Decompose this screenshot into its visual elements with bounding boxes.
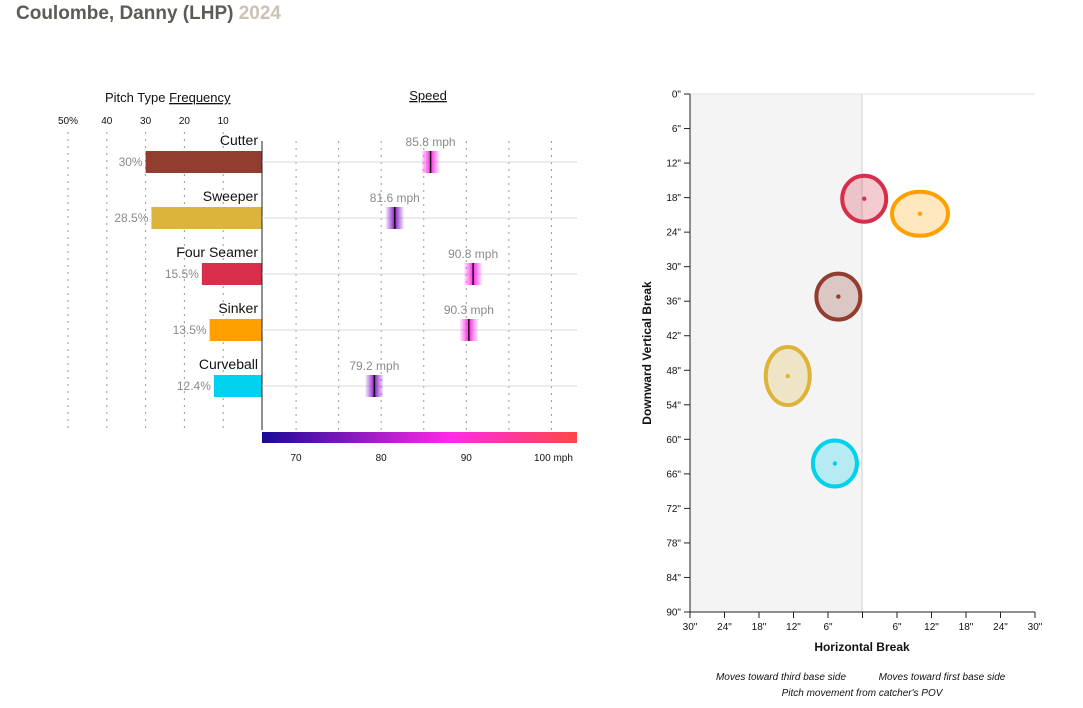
frequency-axis-tick-label: 30 (140, 116, 152, 127)
speed-color-scale (262, 432, 577, 443)
y-axis-tick-label: 90" (666, 608, 681, 619)
speed-scale-tick-label: 70 (290, 453, 302, 464)
y-axis-tick-label: 42" (666, 331, 681, 342)
frequency-axis-tick-label: 50% (58, 116, 78, 127)
movement-pitch-center (917, 211, 923, 216)
frequency-bar[interactable] (151, 207, 262, 229)
pitch-type-label: Sweeper (203, 188, 259, 204)
frequency-title: Pitch Type Frequency (105, 90, 231, 105)
season-year: 2024 (238, 3, 282, 24)
y-axis-tick-label: 72" (666, 504, 681, 515)
pov-caption: Pitch movement from catcher's POV (782, 688, 944, 699)
x-axis-tick-label: 12" (786, 622, 801, 633)
frequency-link[interactable]: Frequency (169, 90, 231, 105)
page-title: Coulombe, Danny (LHP) 2024 (16, 3, 281, 25)
y-axis-tick-label: 12" (666, 159, 681, 170)
frequency-axis-tick-label: 20 (179, 116, 191, 127)
speed-value-label: 90.3 mph (444, 303, 494, 317)
y-axis-tick-label: 0" (672, 90, 682, 101)
y-axis-tick-label: 24" (666, 228, 681, 239)
y-axis-tick-label: 6" (672, 124, 682, 135)
y-axis-tick-label: 30" (666, 262, 681, 273)
speed-scale-tick-label: 90 (461, 453, 473, 464)
frequency-value-label: 15.5% (165, 267, 199, 281)
speed-value-label: 81.6 mph (370, 191, 420, 205)
y-axis-title: Downward Vertical Break (640, 281, 654, 425)
y-axis-tick-label: 66" (666, 469, 681, 480)
y-axis-tick-label: 36" (666, 297, 681, 308)
x-axis-tick-label: 30" (1028, 622, 1043, 633)
movement-pitch-center (785, 373, 790, 379)
x-axis-tick-label: 30" (683, 622, 698, 633)
x-axis-tick-label: 6" (892, 622, 902, 633)
frequency-chart: Pitch Type Frequency 50% 40 30 20 10 Cutter 3… (58, 90, 263, 430)
speed-scale-tick-label: 100 mph (534, 453, 573, 464)
x-axis-tick-label: 18" (959, 622, 974, 633)
speed-scale-tick-label: 80 (376, 453, 388, 464)
x-axis-tick-label: 18" (752, 622, 767, 633)
frequency-bar[interactable] (209, 319, 262, 341)
y-axis-tick-label: 78" (666, 538, 681, 549)
movement-pitch-center (836, 294, 841, 299)
y-axis-tick-label: 48" (666, 366, 681, 377)
x-axis-title: Horizontal Break (814, 640, 910, 654)
frequency-axis-tick-label: 40 (101, 116, 113, 127)
frequency-value-label: 28.5% (114, 211, 148, 225)
speed-value-label: 79.2 mph (349, 359, 399, 373)
speed-value-label: 85.8 mph (406, 135, 456, 149)
x-axis-tick-label: 12" (924, 622, 939, 633)
y-axis-tick-label: 18" (666, 193, 681, 204)
speed-value-label: 90.8 mph (448, 247, 498, 261)
x-axis-tick-label: 24" (993, 622, 1008, 633)
speed-title-link[interactable]: Speed (409, 88, 447, 103)
pitcher-name: Coulombe, Danny (LHP) (16, 3, 234, 24)
frequency-value-label: 13.5% (173, 323, 207, 337)
pitch-type-label: Sinker (218, 300, 258, 316)
frequency-axis-tick-label: 10 (218, 116, 230, 127)
third-base-caption: Moves toward third base side (716, 672, 847, 683)
x-axis-tick-label: 24" (717, 622, 732, 633)
movement-pitch-center (862, 196, 867, 201)
x-axis-tick-label: 6" (823, 622, 833, 633)
frequency-bar[interactable] (213, 375, 262, 397)
y-axis-tick-label: 54" (666, 400, 681, 411)
movement-pitch-center (832, 461, 838, 466)
frequency-value-label: 30% (119, 155, 143, 169)
pitch-type-label: Curveball (199, 356, 258, 372)
frequency-value-label: 12.4% (177, 379, 211, 393)
movement-chart: 0" 6" 12" 18" 24" 30" 36" 42" 48" 54" 60" 66" 72" 78"… (640, 90, 1043, 700)
y-axis-tick-label: 84" (666, 573, 681, 584)
frequency-bar[interactable] (201, 263, 262, 285)
y-axis-tick-label: 60" (666, 435, 681, 446)
speed-chart: Speed 85.8 mph 81.6 mph 90.8 mph 90.3 mph 79… (262, 88, 577, 464)
first-base-caption: Moves toward first base side (879, 672, 1006, 683)
frequency-bar[interactable] (145, 151, 262, 173)
pitch-type-label: Cutter (220, 132, 258, 148)
pitch-type-label: Four Seamer (176, 244, 258, 260)
